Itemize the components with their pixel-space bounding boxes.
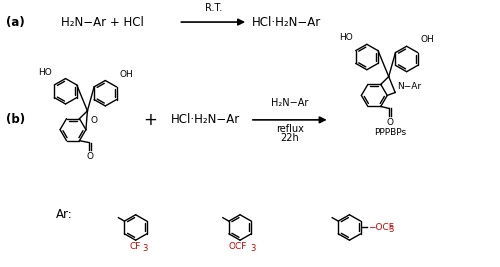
Text: +: + xyxy=(144,111,158,129)
Text: R.T.: R.T. xyxy=(204,3,222,13)
Text: CF: CF xyxy=(130,242,141,251)
Text: O: O xyxy=(386,118,393,127)
Text: OCF: OCF xyxy=(229,242,248,251)
Text: HCl·H₂N−Ar: HCl·H₂N−Ar xyxy=(170,113,239,126)
Text: 3: 3 xyxy=(142,244,148,253)
Text: reflux: reflux xyxy=(276,124,303,134)
Text: HO: HO xyxy=(339,33,353,42)
Text: OH: OH xyxy=(119,69,133,78)
Text: (a): (a) xyxy=(6,15,25,29)
Text: OH: OH xyxy=(420,35,434,44)
Text: 3: 3 xyxy=(250,244,256,253)
Text: H₂N−Ar: H₂N−Ar xyxy=(271,98,308,108)
Text: Ar:: Ar: xyxy=(56,208,73,221)
Text: 22h: 22h xyxy=(280,133,299,143)
Text: 3: 3 xyxy=(388,225,394,234)
Text: (b): (b) xyxy=(6,113,26,126)
Text: HO: HO xyxy=(38,68,52,77)
Text: O: O xyxy=(87,152,94,162)
Text: −OCF: −OCF xyxy=(368,223,394,232)
Text: O: O xyxy=(90,116,98,125)
Text: H₂N−Ar + HCl: H₂N−Ar + HCl xyxy=(61,15,144,29)
Text: PPPBPs: PPPBPs xyxy=(374,128,406,137)
Text: N−Ar: N−Ar xyxy=(397,81,421,91)
Text: HCl·H₂N−Ar: HCl·H₂N−Ar xyxy=(252,15,321,29)
